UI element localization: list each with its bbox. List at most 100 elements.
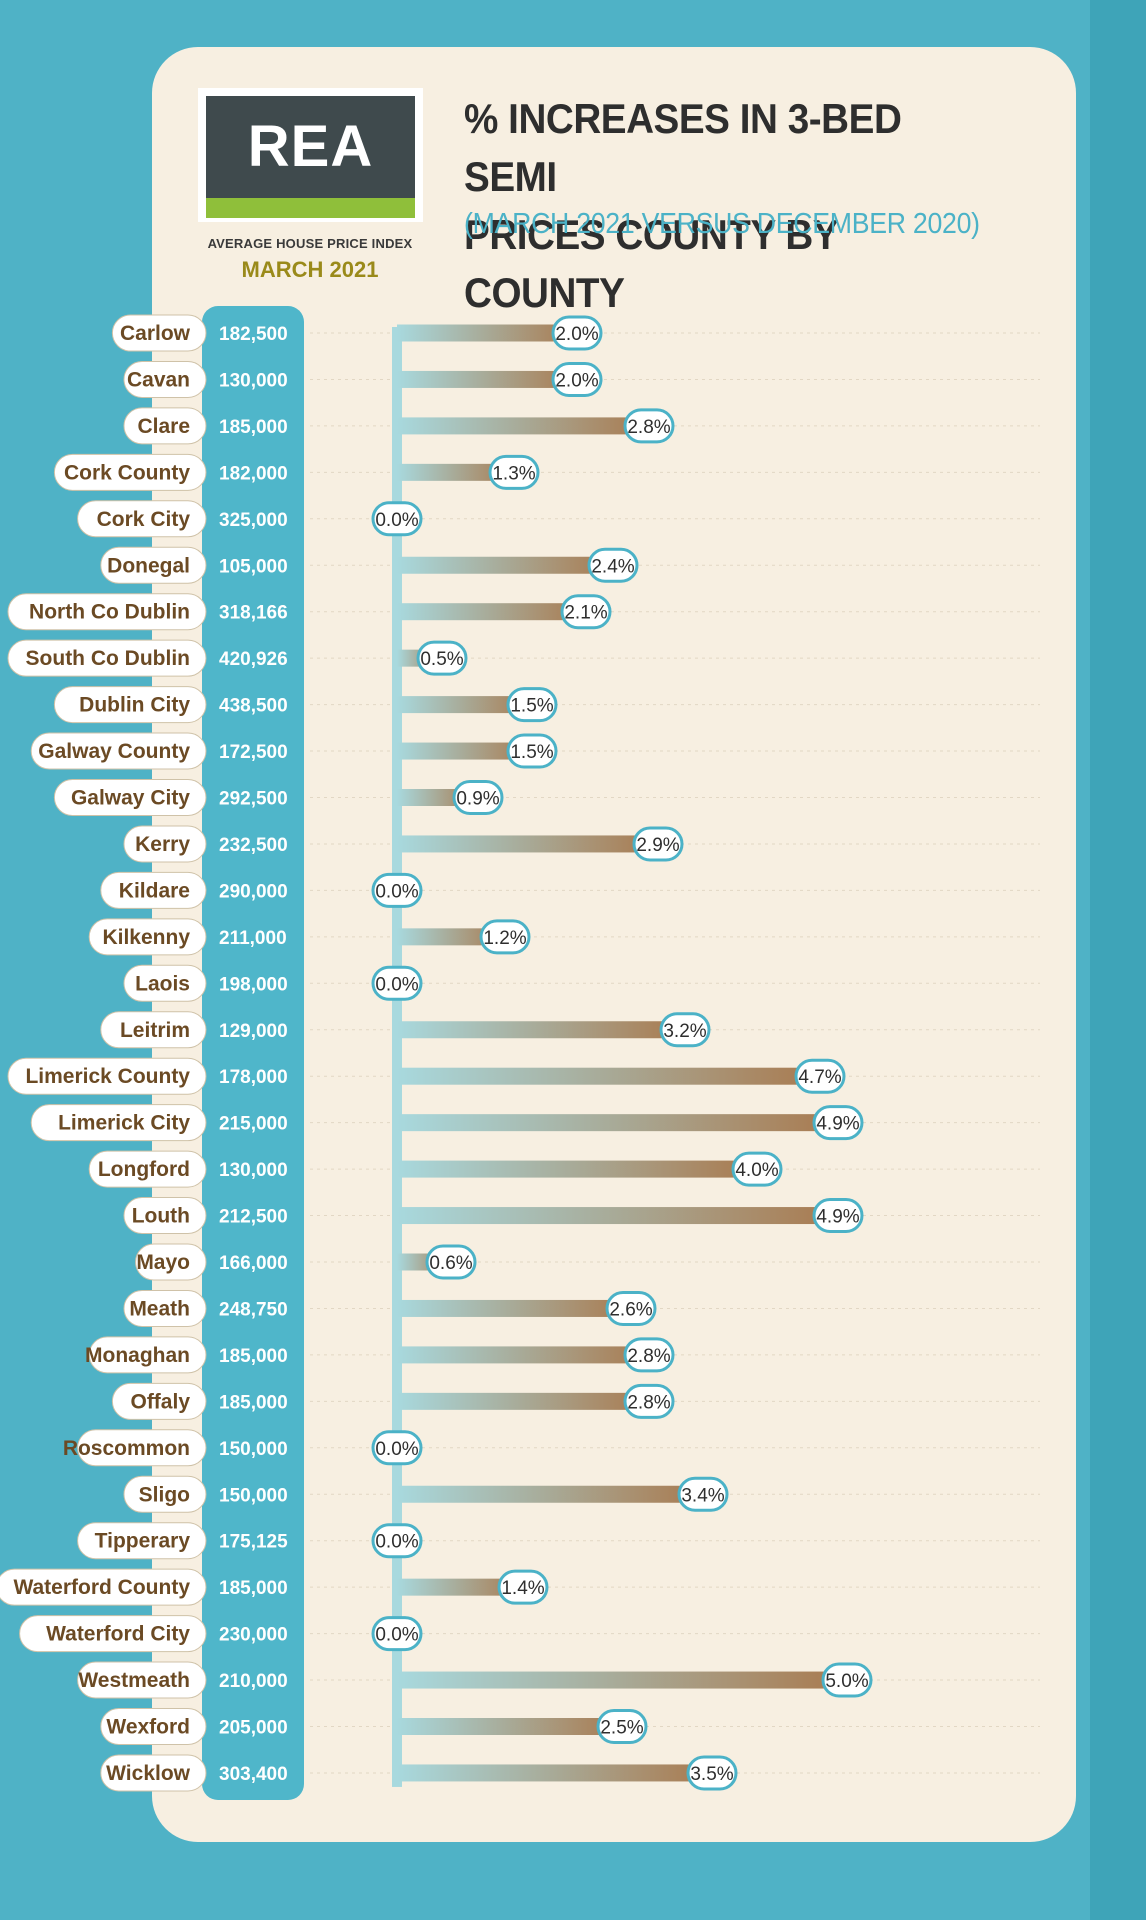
bar [397, 928, 505, 946]
bar [397, 1160, 757, 1178]
value-label: 2.1% [560, 594, 612, 630]
county-tag: Roscommon [63, 1429, 207, 1467]
county-name: Galway County [38, 740, 190, 763]
value-text: 0.0% [375, 1439, 418, 1460]
county-tag: Leitrim [100, 1011, 207, 1049]
county-tag: Kerry [123, 825, 207, 863]
county-name: Wexford [106, 1716, 190, 1739]
value-text: 3.5% [690, 1764, 733, 1785]
county-tag-bg [111, 1382, 207, 1420]
value-text: 1.2% [483, 928, 526, 949]
county-name: Waterford County [13, 1576, 190, 1599]
value-bubble [659, 1012, 711, 1048]
price-text: 420,926 [219, 649, 288, 670]
value-bubble [506, 733, 558, 769]
value-text: 4.7% [798, 1067, 841, 1088]
county-tag-bg [0, 1568, 207, 1606]
county-tag-bg [7, 1057, 207, 1095]
county-tag-bg [111, 314, 207, 352]
value-label: 4.7% [794, 1058, 846, 1094]
county-tag-bg [100, 1011, 207, 1049]
county-name: Dublin City [79, 694, 190, 717]
value-bubble [623, 408, 675, 444]
value-text: 3.2% [663, 1021, 706, 1042]
value-bubble [371, 1430, 423, 1466]
bar [397, 417, 649, 435]
county-tag-bg [135, 1243, 207, 1281]
value-bubble [488, 454, 540, 490]
value-text: 0.6% [429, 1253, 472, 1274]
county-name: Leitrim [120, 1019, 190, 1042]
value-bubble [794, 1058, 846, 1094]
value-label: 2.5% [596, 1709, 648, 1744]
value-label: 3.5% [686, 1755, 738, 1791]
price-text: 130,000 [219, 1160, 288, 1181]
county-name: Wicklow [106, 1762, 190, 1785]
county-tag: Galway City [53, 779, 207, 816]
county-tag: Kildare [100, 871, 207, 909]
value-text: 0.9% [456, 789, 499, 810]
value-label: 4.9% [812, 1105, 864, 1141]
county-tag: Louth [123, 1197, 207, 1235]
value-label: 1.5% [506, 687, 558, 723]
price-text: 129,000 [219, 1021, 288, 1042]
price-text: 178,000 [219, 1067, 288, 1088]
bar [397, 556, 613, 574]
value-label: 2.8% [623, 1383, 675, 1419]
value-text: 3.4% [681, 1485, 724, 1506]
county-tag-bg [30, 732, 207, 770]
county-name: Limerick County [25, 1065, 190, 1088]
value-label: 0.0% [371, 872, 423, 908]
bar [397, 1299, 631, 1317]
county-tag-bg [7, 639, 207, 677]
county-name: Sligo [139, 1483, 190, 1506]
title-line-2: PRICES COUNTY BY COUNTY [464, 211, 838, 316]
county-name: Offaly [130, 1390, 190, 1413]
price-text: 211,000 [219, 928, 287, 949]
value-bubble [623, 1337, 675, 1373]
logo-green-bar [206, 198, 415, 218]
county-tag-bg [100, 1754, 207, 1792]
bar [397, 1207, 838, 1225]
rea-logo: REA [198, 88, 423, 222]
county-name: Roscommon [63, 1437, 190, 1460]
price-text: 325,000 [219, 510, 288, 531]
value-bubble [497, 1569, 549, 1605]
value-label: 2.0% [551, 315, 603, 351]
value-label: 0.0% [371, 1616, 423, 1652]
value-text: 5.0% [825, 1671, 868, 1692]
page-subtitle: (MARCH 2021 VERSUS DECEMBER 2020) [464, 208, 980, 240]
value-label: 2.8% [623, 408, 675, 444]
bar [397, 1671, 847, 1689]
county-tag-bg [88, 1336, 207, 1374]
county-tag: Cavan [123, 360, 207, 398]
value-bubble [416, 640, 468, 676]
value-label: 1.2% [479, 919, 531, 955]
index-label: AVERAGE HOUSE PRICE INDEX [207, 236, 413, 251]
price-text: 105,000 [219, 556, 288, 577]
price-text: 318,166 [219, 603, 288, 624]
county-name: Louth [132, 1205, 190, 1228]
county-name: Tipperary [95, 1530, 191, 1553]
county-tag-bg [100, 871, 207, 909]
county-tag: Limerick City [30, 1104, 207, 1142]
value-text: 2.1% [564, 603, 607, 624]
value-label: 2.8% [623, 1337, 675, 1373]
county-tag-bg [7, 593, 207, 631]
value-label: 0.0% [371, 1523, 423, 1559]
value-bubble [731, 1151, 783, 1187]
value-text: 1.5% [510, 742, 553, 763]
value-bubble [812, 1105, 864, 1141]
value-bubble [479, 919, 531, 955]
value-text: 1.3% [492, 463, 535, 484]
county-tag: Clare [123, 407, 207, 445]
county-tag: Carlow [111, 314, 207, 352]
price-text: 212,500 [219, 1207, 288, 1228]
value-text: 2.4% [591, 556, 634, 577]
right-edge-strip [1090, 0, 1146, 1920]
county-name: Mayo [136, 1251, 190, 1274]
value-text: 4.9% [816, 1207, 859, 1228]
price-text: 175,125 [219, 1532, 288, 1553]
county-tag-bg [88, 1150, 207, 1188]
county-tag: Limerick County [7, 1057, 207, 1095]
